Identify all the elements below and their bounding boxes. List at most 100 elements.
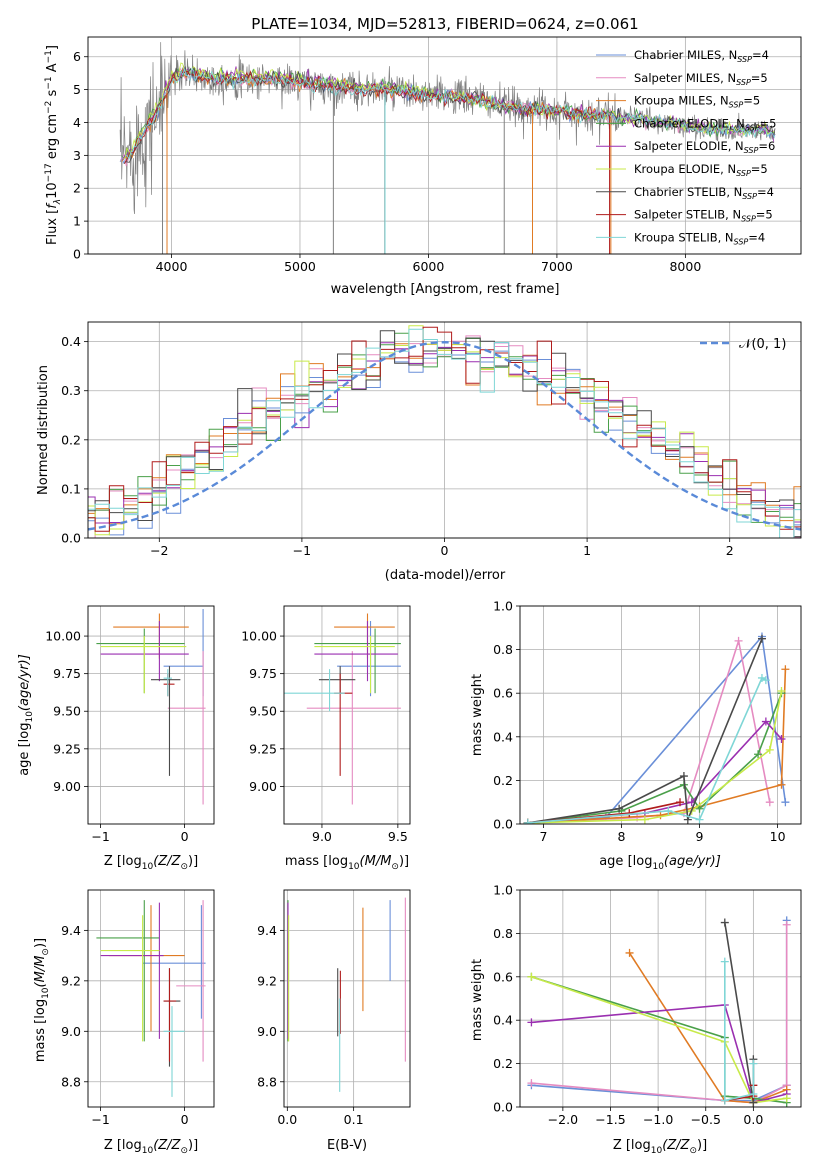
weight-marker-chabrier_stelib	[615, 804, 624, 813]
age-vs-mass-x-label: mass [log10(M/M⊙)]	[285, 854, 409, 872]
y-tick-label: 3	[73, 148, 81, 163]
y-tick-label: 0.3	[61, 383, 81, 398]
weight-line-kroupa_miles	[527, 669, 787, 824]
y-tick-label: 9.50	[53, 704, 81, 719]
y-tick-label: 9.4	[257, 923, 277, 938]
weight-marker-salpeter_miles	[527, 1079, 536, 1088]
axes-frame	[519, 605, 802, 825]
legend-label: Kroupa MILES, NSSP=5	[634, 94, 760, 110]
axes-frame	[87, 36, 802, 255]
y-tick-label: 5	[73, 82, 81, 97]
legend-label: Kroupa STELIB, NSSP=4	[634, 230, 765, 246]
weight-line-salpeter_miles	[527, 640, 771, 824]
y-tick-label: 0.0	[493, 1100, 513, 1115]
legend-label: Salpeter STELIB, NSSP=5	[634, 208, 773, 224]
weight-vs-age-x-label: age [log10(age/yr)]	[599, 854, 721, 872]
x-tick-label: 10	[770, 829, 786, 844]
legend-label: Kroupa ELODIE, NSSP=5	[634, 162, 768, 178]
weight-marker-kroupa_elodie	[765, 745, 774, 754]
axes-frame	[519, 889, 802, 1108]
axes-frame	[87, 889, 215, 1108]
y-tick-label: 9.2	[61, 973, 81, 988]
x-tick-label: 8000	[669, 259, 701, 274]
histogram-step-salpeter_stelib	[88, 326, 801, 532]
weight-line-salpeter_elodie	[531, 1004, 787, 1104]
x-tick-label: −1.5	[595, 1112, 625, 1127]
weight-marker-kroupa_miles	[625, 948, 634, 957]
y-tick-label: 9.50	[249, 704, 277, 719]
weight-vs-Z-x-label: Z [log10(Z/Z⊙)]	[613, 1138, 707, 1156]
x-tick-label: 4000	[156, 259, 188, 274]
spectrum-legend: Chabrier MILES, NSSP=4 Salpeter MILES, NS…	[596, 48, 776, 246]
axes-frame	[87, 321, 802, 539]
y-tick-label: 2	[73, 181, 81, 196]
weight-marker-kroupa_elodie	[527, 972, 536, 981]
x-tick-label: 9	[696, 829, 704, 844]
spectrum-title: PLATE=1034, MJD=52813, FIBERID=0624, z=0…	[251, 15, 638, 33]
mass-vs-Z-y-label: mass [log10(M/M⊙)]	[33, 938, 51, 1062]
histogram-step-kroupa_elodie	[88, 325, 801, 536]
weight-marker-chabrier_elodie	[695, 804, 704, 813]
mass-vs-ebv-x-label: E(B-V)	[327, 1138, 367, 1153]
model-line-kroupa_stelib	[125, 67, 775, 160]
weight-line-chabrier_elodie	[527, 692, 783, 824]
x-tick-label: −1.0	[643, 1112, 673, 1127]
legend-label-normal: 𝒩(0, 1)	[739, 337, 786, 352]
plot-area	[96, 900, 206, 1097]
legend-label: Salpeter ELODIE, NSSP=6	[634, 139, 775, 155]
x-tick-label: 0	[181, 1112, 189, 1127]
x-tick-label: −2.0	[548, 1112, 578, 1127]
weight-marker-kroupa_stelib	[749, 1059, 758, 1068]
weight-marker-salpeter_elodie	[777, 734, 786, 743]
legend-label: Salpeter MILES, NSSP=5	[634, 71, 768, 87]
spectrum-axes: 4000 5000 6000 7000 8000 0 1 2 3 4 5 6	[73, 36, 802, 274]
plot-area	[119, 42, 776, 254]
y-tick-label: 8.8	[257, 1074, 277, 1089]
histogram-step-salpeter_miles	[88, 335, 801, 538]
y-tick-label: 0.4	[61, 334, 81, 349]
weight-line-chabrier_miles	[527, 634, 787, 824]
normal-curve	[88, 340, 801, 531]
x-tick-label: −1	[91, 829, 109, 844]
weight-marker-kroupa_miles	[656, 811, 665, 820]
y-tick-label: 0.6	[493, 969, 513, 984]
weight-marker-salpeter_stelib	[676, 798, 685, 807]
y-tick-label: 0.4	[493, 1013, 513, 1028]
y-tick-label: 1.0	[493, 599, 513, 614]
mass_vs_ebv-axes: 0.0 0.1 8.8 9.0 9.2 9.4	[257, 889, 411, 1127]
weight-marker-kroupa_miles	[781, 665, 790, 674]
weight-line-kroupa_elodie	[531, 976, 787, 1104]
weight-marker-salpeter_elodie	[527, 1018, 536, 1027]
x-tick-label: 7	[539, 829, 547, 844]
x-tick-label: 9.0	[312, 829, 332, 844]
weight-marker-kroupa_miles	[777, 780, 786, 789]
spectrum-x-label: wavelength [Angstrom, rest frame]	[331, 282, 560, 297]
mass-vs-Z-x-label: Z [log10(Z/Z⊙)]	[104, 1138, 198, 1156]
legend-label: Chabrier ELODIE, NSSP=5	[634, 116, 776, 132]
y-tick-label: 0.2	[493, 773, 513, 788]
plot-area	[284, 613, 401, 805]
mass_vs_Z-axes: −1 0 8.8 9.0 9.2 9.4	[61, 889, 215, 1127]
weight-marker-kroupa_stelib	[720, 957, 729, 966]
x-tick-label: −1	[91, 1112, 109, 1127]
weight-marker-salpeter_stelib	[625, 809, 634, 818]
y-tick-label: 9.0	[257, 1024, 277, 1039]
y-tick-label: 9.25	[249, 741, 277, 756]
y-tick-label: 9.25	[53, 741, 81, 756]
y-tick-label: 0.0	[493, 817, 513, 832]
y-tick-label: 0.1	[61, 481, 81, 496]
y-tick-label: 0.2	[493, 1056, 513, 1071]
y-tick-label: 0.2	[61, 432, 81, 447]
y-tick-label: 9.75	[53, 666, 81, 681]
x-tick-label: 2	[726, 543, 734, 558]
weight-marker-salpeter_elodie	[761, 717, 770, 726]
weight_vs_age-axes: 7 8 9 10 0.0 0.2 0.4 0.6 0.8 1.0	[493, 599, 802, 844]
age_vs_Z-axes: −1 0 9.00 9.25 9.50 9.75 10.00	[45, 605, 215, 844]
y-tick-label: 0.8	[493, 926, 513, 941]
weight-marker-kroupa_elodie	[777, 687, 786, 696]
axes-frame	[283, 889, 411, 1108]
x-tick-label: 7000	[541, 259, 573, 274]
weight-marker-salpeter_miles	[765, 798, 774, 807]
y-tick-label: 0.6	[493, 686, 513, 701]
weight-line-chabrier_stelib	[527, 638, 763, 824]
